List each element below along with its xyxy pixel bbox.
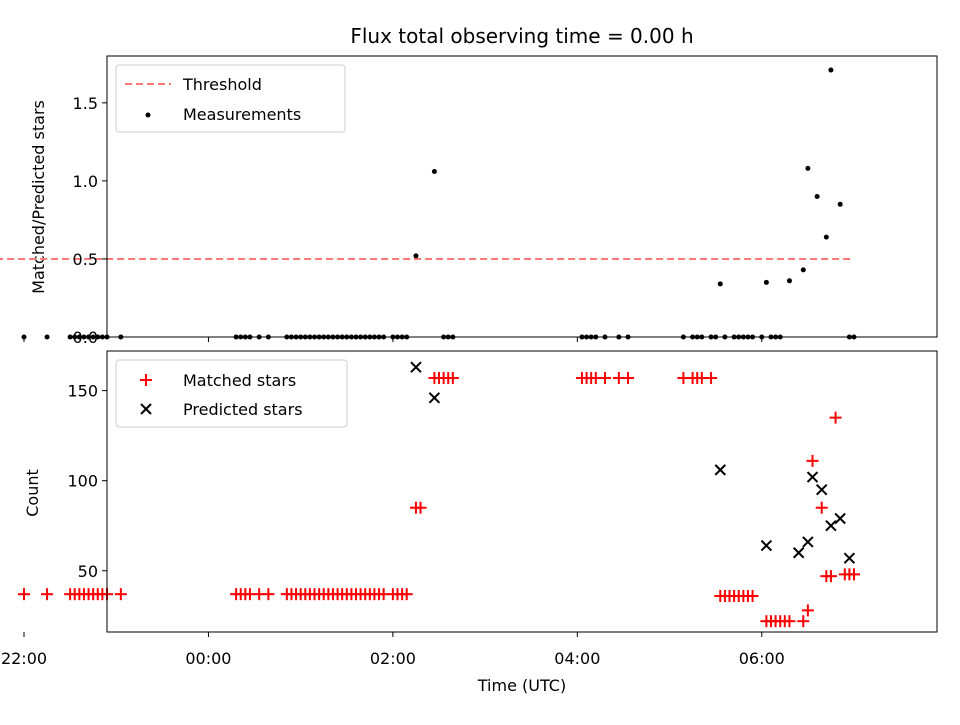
top-plot-frame <box>106 55 938 338</box>
predicted-stars-series <box>410 361 856 564</box>
matched-star-marker <box>797 615 810 628</box>
x-axis-label: Time (UTC) <box>477 676 566 695</box>
matched-star-marker <box>801 604 814 617</box>
predicted-star-marker <box>792 547 805 559</box>
measurement-point <box>72 334 78 340</box>
measurement-point <box>763 279 769 285</box>
measurement-point <box>717 281 723 287</box>
chart-title: Flux total observing time = 0.00 h <box>350 24 693 48</box>
y-tick-label: 50 <box>78 562 98 581</box>
matched-star-marker <box>705 372 718 385</box>
predicted-star-marker <box>806 471 819 483</box>
top-y-ticks: 0.0 0.5 1.0 1.5 <box>73 94 107 347</box>
matched-stars-series <box>18 372 860 628</box>
bottom-y-axis-label: Count <box>23 469 42 517</box>
matched-star-marker <box>114 588 127 601</box>
bottom-legend-box <box>115 359 348 428</box>
measurement-point <box>44 334 50 340</box>
matched-star-marker <box>824 570 837 583</box>
matched-star-marker <box>783 615 796 628</box>
matched-star-marker <box>622 372 635 385</box>
x-tick-label: 04:00 <box>554 649 600 668</box>
measurement-point <box>828 67 834 73</box>
predicted-star-marker <box>816 483 828 496</box>
legend-measurements-label: Measurements <box>183 105 301 124</box>
y-tick-label: 100 <box>67 472 98 491</box>
matched-star-marker <box>262 588 275 601</box>
bottom-y-ticks: 50 100 150 <box>67 382 107 581</box>
top-legend-box <box>115 64 346 133</box>
matched-star-marker <box>400 588 413 601</box>
measurement-point <box>95 334 101 340</box>
top-legend: Threshold Measurements <box>115 64 346 133</box>
matched-star-marker <box>446 372 459 385</box>
x-tick-label: 00:00 <box>185 649 231 668</box>
legend-predicted-label: Predicted stars <box>183 400 303 419</box>
legend-matched-label: Matched stars <box>183 371 296 390</box>
legend-threshold-label: Threshold <box>182 75 262 94</box>
matched-star-marker <box>746 589 759 602</box>
measurement-point <box>67 334 73 340</box>
y-tick-label: 1.0 <box>73 172 98 191</box>
matched-star-marker <box>829 411 842 424</box>
bottom-legend: Matched stars Predicted stars <box>115 359 348 428</box>
measurement-point <box>786 278 792 284</box>
y-tick-label: 0.5 <box>73 250 98 269</box>
measurement-point <box>431 169 437 175</box>
matched-star-marker <box>41 588 54 601</box>
measurement-point <box>805 165 811 171</box>
measurement-point <box>86 334 92 340</box>
predicted-star-marker <box>760 539 773 552</box>
y-tick-label: 1.5 <box>73 94 98 113</box>
x-tick-label: 02:00 <box>370 649 416 668</box>
measurement-point <box>413 253 419 259</box>
matched-star-marker <box>18 588 30 601</box>
predicted-star-marker <box>834 512 846 525</box>
predicted-star-marker <box>802 536 814 548</box>
predicted-star-marker <box>714 464 726 476</box>
top-y-axis-label: Matched/Predicted stars <box>29 100 48 294</box>
matched-star-marker <box>848 568 860 581</box>
top-x-ticks <box>23 337 763 342</box>
predicted-star-marker <box>825 520 837 532</box>
x-tick-label: 06:00 <box>739 649 785 668</box>
measurement-point <box>814 194 820 199</box>
top-panel: Flux total observing time = 0.00 h Match… <box>0 24 938 347</box>
measurement-point <box>837 201 843 207</box>
measurement-point <box>800 267 806 273</box>
matched-star-marker <box>806 454 819 467</box>
legend-measurement-marker <box>145 112 151 118</box>
legend-predicted-marker <box>140 403 152 415</box>
matched-star-marker <box>599 372 611 385</box>
matched-star-marker <box>815 501 828 514</box>
matched-star-marker <box>414 501 427 514</box>
x-tick-label: 22:00 <box>1 649 47 668</box>
y-tick-label: 150 <box>67 382 98 401</box>
predicted-star-marker <box>428 392 441 404</box>
bottom-plot-frame <box>106 350 938 633</box>
measurement-point <box>823 234 829 240</box>
legend-matched-marker <box>140 374 152 386</box>
predicted-star-marker <box>410 361 422 373</box>
y-tick-label: 0.0 <box>73 328 98 347</box>
measurement-point <box>90 334 96 340</box>
measurement-point <box>81 334 87 340</box>
predicted-star-marker <box>843 552 856 564</box>
measurement-point <box>76 334 82 340</box>
